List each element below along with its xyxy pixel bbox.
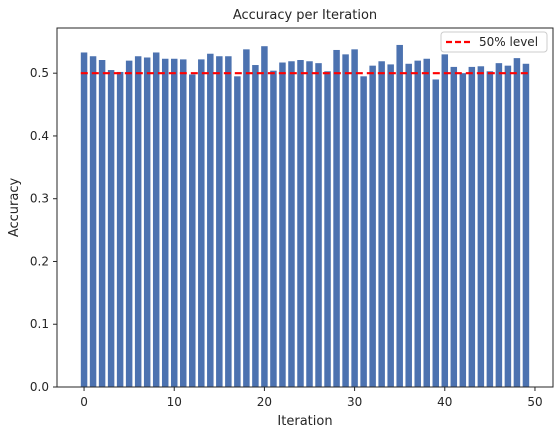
bar-46 [495, 63, 503, 388]
y-axis-label: Accuracy [7, 178, 22, 238]
chart-title: Accuracy per Iteration [233, 8, 377, 23]
x-tick-label: 50 [527, 395, 542, 409]
bar-15 [216, 56, 223, 387]
bar-40 [441, 54, 449, 387]
bar-45 [486, 71, 494, 388]
bar-33 [378, 61, 385, 388]
bar-7 [143, 57, 151, 387]
bar-47 [504, 65, 512, 387]
y-tick-label: 0.4 [30, 129, 49, 143]
bar-27 [324, 71, 331, 388]
y-tick-label: 0.0 [30, 380, 49, 394]
bar-43 [468, 66, 476, 387]
plot-frame [56, 27, 554, 388]
bar-44 [477, 66, 485, 387]
bar-34 [387, 64, 394, 387]
bar-20 [261, 46, 268, 387]
x-axis-ticks: 0 10 20 30 40 50 [80, 387, 543, 409]
y-tick-label: 0.2 [30, 254, 49, 268]
x-tick-label: 10 [167, 395, 182, 409]
y-axis-ticks: 0.0 0.1 0.2 0.3 0.4 0.5 [30, 66, 57, 394]
bar-30 [351, 49, 358, 387]
x-axis-label: Iteration [277, 414, 332, 429]
bar-0 [80, 52, 88, 388]
bar-3 [107, 70, 115, 388]
bar-35 [396, 44, 403, 388]
bar-21 [270, 70, 277, 388]
bar-series [80, 44, 530, 388]
bar-38 [423, 58, 430, 387]
bar-8 [152, 52, 160, 388]
bar-2 [98, 60, 106, 388]
y-tick-label: 0.1 [30, 317, 49, 331]
bar-9 [161, 58, 169, 387]
bar-22 [279, 62, 286, 388]
bar-28 [333, 49, 340, 387]
bar-29 [342, 54, 349, 387]
bar-13 [198, 59, 205, 388]
bar-31 [360, 76, 367, 388]
bar-11 [180, 59, 187, 388]
x-tick-label: 0 [80, 395, 88, 409]
bar-5 [125, 60, 133, 388]
bar-16 [225, 56, 232, 387]
legend-label: 50% level [479, 35, 538, 49]
x-tick-label: 40 [437, 395, 452, 409]
bar-19 [252, 65, 259, 387]
bar-17 [234, 76, 241, 388]
bar-14 [207, 53, 214, 388]
y-tick-label: 0.3 [30, 192, 49, 206]
bar-24 [297, 60, 304, 388]
bar-23 [288, 61, 295, 388]
bar-25 [306, 61, 313, 388]
bar-41 [450, 66, 458, 387]
bar-48 [513, 58, 521, 387]
bar-10 [170, 58, 178, 387]
bar-42 [459, 73, 467, 387]
bar-39 [432, 79, 440, 388]
bar-4 [116, 71, 124, 387]
legend-box [440, 31, 548, 53]
bar-18 [243, 49, 250, 387]
bar-37 [414, 60, 421, 388]
bar-36 [405, 63, 412, 387]
bar-12 [189, 74, 196, 387]
bar-1 [89, 56, 97, 387]
x-tick-label: 30 [347, 395, 362, 409]
bar-49 [522, 63, 530, 387]
legend: 50% level [440, 31, 548, 53]
y-tick-label: 0.5 [30, 66, 49, 80]
bar-26 [315, 63, 322, 388]
bar-6 [134, 56, 142, 387]
x-tick-label: 20 [257, 395, 272, 409]
bar-32 [369, 65, 376, 387]
